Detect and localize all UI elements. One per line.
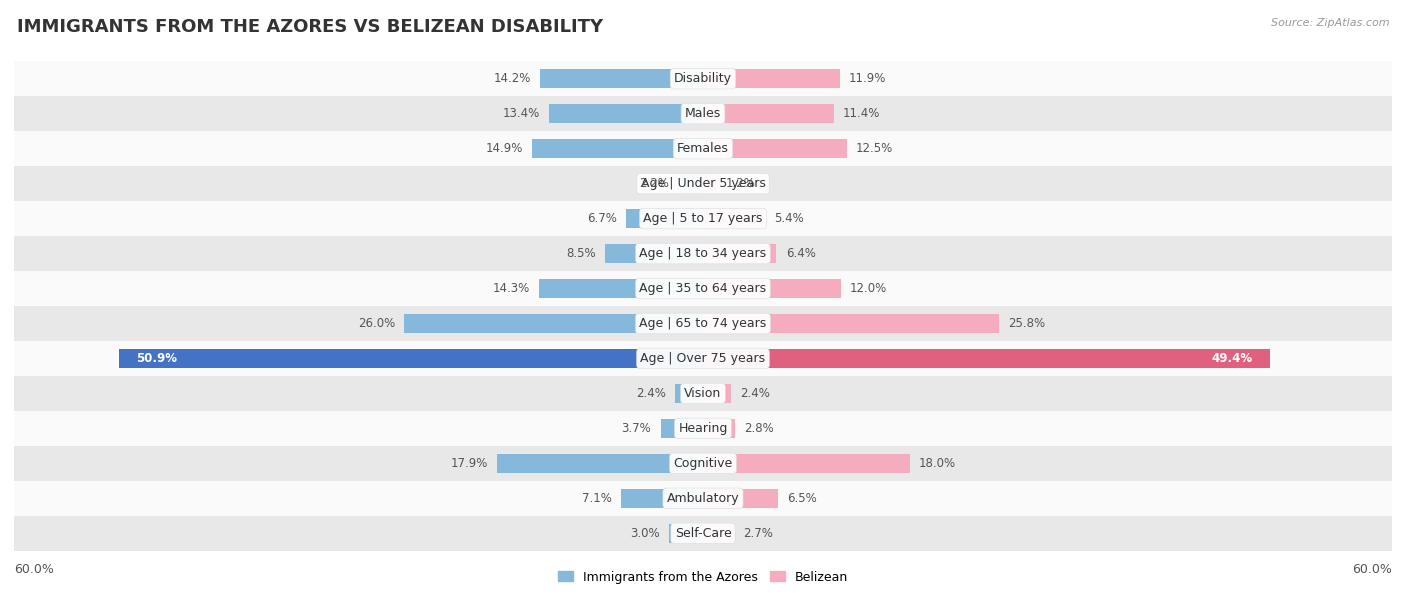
Text: Males: Males [685,107,721,120]
Bar [703,349,1270,368]
Text: 17.9%: 17.9% [451,457,488,470]
Text: 6.4%: 6.4% [786,247,815,260]
Text: Hearing: Hearing [678,422,728,435]
Bar [14,96,1392,131]
Text: Self-Care: Self-Care [675,527,731,540]
Bar [703,104,834,123]
Bar [14,481,1392,516]
Bar [14,376,1392,411]
Bar [540,69,703,88]
Bar [14,131,1392,166]
Text: 13.4%: 13.4% [503,107,540,120]
Text: Age | Under 5 years: Age | Under 5 years [641,177,765,190]
Bar [703,384,731,403]
Text: Source: ZipAtlas.com: Source: ZipAtlas.com [1271,18,1389,28]
Text: 8.5%: 8.5% [567,247,596,260]
Text: 14.9%: 14.9% [485,142,523,155]
Bar [703,279,841,298]
Bar [703,314,1000,333]
Text: 2.4%: 2.4% [740,387,769,400]
Bar [703,489,778,508]
Text: 60.0%: 60.0% [1353,563,1392,576]
Bar [118,349,703,368]
Text: Age | 35 to 64 years: Age | 35 to 64 years [640,282,766,295]
Text: Age | 18 to 34 years: Age | 18 to 34 years [640,247,766,260]
Bar [703,69,839,88]
Text: 26.0%: 26.0% [359,317,395,330]
Text: 49.4%: 49.4% [1212,352,1253,365]
Bar [405,314,703,333]
Text: 11.4%: 11.4% [844,107,880,120]
Bar [703,419,735,438]
Bar [678,174,703,193]
Bar [669,524,703,543]
Text: 18.0%: 18.0% [920,457,956,470]
Bar [14,411,1392,446]
Text: IMMIGRANTS FROM THE AZORES VS BELIZEAN DISABILITY: IMMIGRANTS FROM THE AZORES VS BELIZEAN D… [17,18,603,36]
Bar [14,271,1392,306]
Text: 6.7%: 6.7% [588,212,617,225]
Text: Age | 65 to 74 years: Age | 65 to 74 years [640,317,766,330]
Bar [621,489,703,508]
Bar [14,306,1392,341]
Text: 12.0%: 12.0% [851,282,887,295]
Text: 3.7%: 3.7% [621,422,651,435]
Bar [703,139,846,159]
Text: 14.3%: 14.3% [492,282,530,295]
Bar [661,419,703,438]
Legend: Immigrants from the Azores, Belizean: Immigrants from the Azores, Belizean [553,565,853,589]
Text: Age | 5 to 17 years: Age | 5 to 17 years [644,212,762,225]
Text: Disability: Disability [673,72,733,85]
Text: 11.9%: 11.9% [849,72,886,85]
Bar [14,446,1392,481]
Text: 60.0%: 60.0% [14,563,53,576]
Text: Females: Females [678,142,728,155]
Text: Ambulatory: Ambulatory [666,492,740,505]
Bar [675,384,703,403]
Text: Cognitive: Cognitive [673,457,733,470]
Text: 14.2%: 14.2% [494,72,531,85]
Text: 2.2%: 2.2% [638,177,669,190]
Text: 12.5%: 12.5% [856,142,893,155]
Bar [531,139,703,159]
Text: 25.8%: 25.8% [1008,317,1046,330]
Text: Vision: Vision [685,387,721,400]
Bar [703,453,910,473]
Bar [703,244,776,263]
Bar [14,61,1392,96]
Bar [703,209,765,228]
Text: Age | Over 75 years: Age | Over 75 years [641,352,765,365]
Bar [498,453,703,473]
Bar [14,236,1392,271]
Bar [14,166,1392,201]
Text: 3.0%: 3.0% [630,527,659,540]
Bar [14,201,1392,236]
Text: 1.2%: 1.2% [725,177,756,190]
Bar [538,279,703,298]
Text: 6.5%: 6.5% [787,492,817,505]
Bar [626,209,703,228]
Bar [14,341,1392,376]
Bar [606,244,703,263]
Bar [550,104,703,123]
Bar [703,174,717,193]
Bar [14,516,1392,551]
Text: 50.9%: 50.9% [136,352,177,365]
Text: 2.4%: 2.4% [637,387,666,400]
Text: 5.4%: 5.4% [775,212,804,225]
Text: 2.8%: 2.8% [744,422,775,435]
Text: 7.1%: 7.1% [582,492,612,505]
Text: 2.7%: 2.7% [744,527,773,540]
Bar [703,524,734,543]
